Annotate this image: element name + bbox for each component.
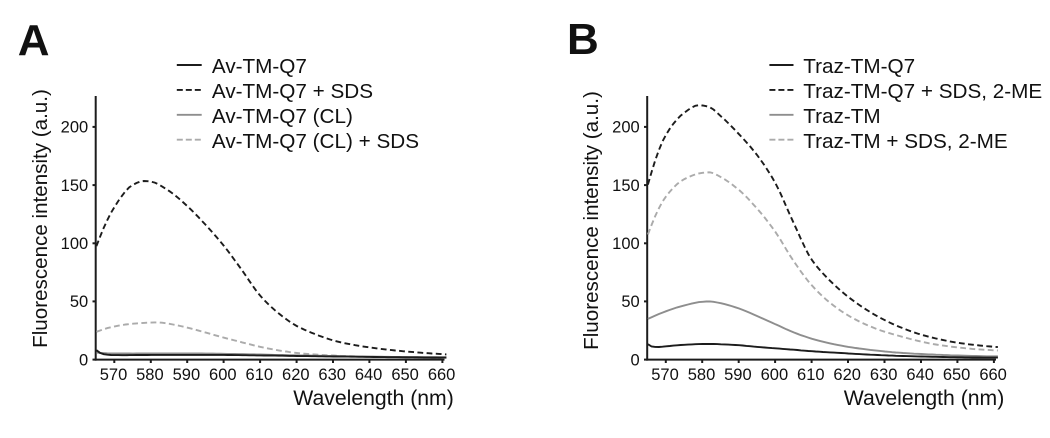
svg-text:Wavelength (nm): Wavelength (nm): [293, 387, 454, 410]
svg-text:150: 150: [61, 177, 89, 195]
svg-text:570: 570: [651, 366, 679, 384]
svg-text:Traz-TM: Traz-TM: [803, 105, 880, 128]
svg-text:Traz-TM-Q7 + SDS, 2-ME: Traz-TM-Q7 + SDS, 2-ME: [803, 80, 1042, 103]
svg-text:100: 100: [612, 235, 640, 253]
svg-text:600: 600: [209, 366, 237, 384]
svg-text:660: 660: [979, 366, 1007, 384]
svg-text:640: 640: [355, 366, 383, 384]
svg-text:Traz-TM + SDS, 2-ME: Traz-TM + SDS, 2-ME: [803, 130, 1007, 153]
svg-text:B: B: [567, 15, 599, 64]
svg-text:100: 100: [61, 235, 89, 253]
svg-text:600: 600: [761, 366, 789, 384]
svg-text:50: 50: [621, 293, 639, 311]
svg-text:620: 620: [282, 366, 310, 384]
svg-text:Wavelength (nm): Wavelength (nm): [844, 387, 1005, 410]
svg-text:580: 580: [688, 366, 716, 384]
svg-text:570: 570: [100, 366, 128, 384]
svg-text:630: 630: [870, 366, 898, 384]
svg-text:0: 0: [631, 351, 640, 369]
svg-text:650: 650: [391, 366, 419, 384]
svg-text:640: 640: [906, 366, 934, 384]
svg-text:610: 610: [797, 366, 825, 384]
svg-text:580: 580: [136, 366, 164, 384]
svg-text:650: 650: [943, 366, 971, 384]
svg-text:200: 200: [612, 119, 640, 137]
svg-text:630: 630: [318, 366, 346, 384]
svg-text:Fluorescence intensity (a.u.): Fluorescence intensity (a.u.): [580, 91, 603, 350]
svg-text:Av-TM-Q7 (CL): Av-TM-Q7 (CL): [212, 105, 353, 128]
svg-text:Fluorescence intensity (a.u.): Fluorescence intensity (a.u.): [29, 89, 52, 348]
svg-text:Av-TM-Q7 (CL) + SDS: Av-TM-Q7 (CL) + SDS: [212, 130, 419, 153]
svg-text:610: 610: [246, 366, 274, 384]
svg-text:50: 50: [70, 293, 88, 311]
svg-text:Traz-TM-Q7: Traz-TM-Q7: [803, 55, 915, 78]
svg-text:200: 200: [61, 119, 89, 137]
svg-text:0: 0: [79, 351, 88, 369]
svg-text:590: 590: [724, 366, 752, 384]
svg-text:A: A: [18, 16, 50, 65]
svg-text:660: 660: [428, 366, 456, 384]
svg-text:620: 620: [833, 366, 861, 384]
svg-text:150: 150: [612, 177, 640, 195]
svg-text:Av-TM-Q7 + SDS: Av-TM-Q7 + SDS: [212, 80, 373, 103]
svg-text:590: 590: [173, 366, 201, 384]
svg-text:Av-TM-Q7: Av-TM-Q7: [212, 55, 307, 78]
